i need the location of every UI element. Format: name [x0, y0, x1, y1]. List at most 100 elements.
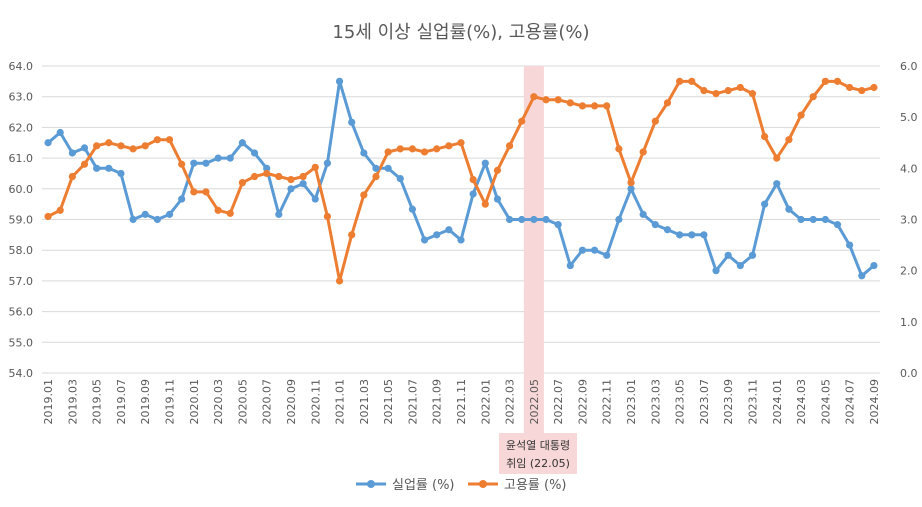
data-point	[688, 77, 696, 85]
data-point	[372, 164, 380, 172]
data-point	[821, 215, 829, 224]
data-point	[311, 195, 319, 203]
data-point	[202, 159, 210, 167]
data-point	[700, 231, 708, 239]
data-point	[80, 160, 89, 168]
x-tick-label: 2019.09	[139, 379, 152, 425]
data-point	[250, 172, 259, 181]
data-point	[384, 148, 392, 156]
chart-title: 15세 이상 실업률(%), 고용률(%)	[332, 22, 589, 43]
data-point	[578, 102, 587, 110]
y-right-tick-label: 2.0	[900, 265, 918, 278]
data-point	[785, 205, 793, 213]
data-point	[263, 164, 271, 172]
data-point	[287, 175, 295, 184]
x-tick-label: 2021.01	[334, 379, 347, 425]
x-tick-label: 2022.11	[601, 379, 614, 425]
data-point	[323, 212, 332, 221]
x-tick-label: 2024.07	[844, 379, 857, 425]
data-point	[530, 93, 538, 101]
annotation: 윤석열 대통령 취임 (22.05)	[499, 433, 577, 474]
data-point	[809, 93, 817, 101]
data-point	[153, 136, 161, 144]
data-point	[141, 210, 149, 218]
data-point	[178, 160, 186, 168]
x-tick-label: 2021.05	[382, 379, 395, 425]
data-point	[603, 251, 611, 259]
y-left-tick-label: 55.0	[9, 336, 34, 349]
data-point	[493, 166, 502, 174]
data-point	[663, 99, 672, 107]
data-point	[469, 175, 477, 184]
data-point	[736, 83, 744, 92]
data-point	[676, 77, 684, 85]
data-point	[250, 149, 259, 157]
data-point	[505, 215, 514, 224]
x-tick-label: 2023.05	[674, 379, 687, 425]
x-tick-label: 2022.05	[528, 379, 541, 425]
data-point	[80, 144, 89, 152]
data-point	[190, 188, 198, 196]
data-point	[214, 154, 222, 162]
data-point	[833, 77, 842, 85]
data-point	[736, 261, 744, 270]
data-point	[226, 154, 234, 162]
data-point	[700, 86, 708, 95]
data-point	[335, 277, 344, 285]
data-point	[663, 226, 672, 234]
data-point	[651, 221, 659, 229]
x-tick-label: 2024.05	[819, 379, 832, 425]
data-point	[44, 139, 52, 147]
data-point	[627, 185, 635, 193]
x-tick-label: 2022.07	[552, 379, 565, 425]
data-point	[93, 164, 101, 172]
data-point	[846, 241, 854, 249]
x-tick-label: 2022.09	[576, 379, 589, 425]
y-left-tick-label: 60.0	[9, 183, 34, 196]
data-point	[773, 154, 781, 162]
data-point	[311, 163, 319, 171]
data-point	[384, 164, 392, 172]
x-tick-label: 2019.03	[66, 379, 79, 425]
data-point	[870, 83, 878, 92]
legend-swatch-marker	[367, 480, 375, 488]
data-point	[263, 169, 271, 178]
data-point	[627, 179, 635, 187]
y-left-tick-label: 63.0	[9, 91, 34, 104]
data-point	[275, 210, 283, 218]
y-axis-left: 64.0 63.0 62.0 61.0 60.0 59.0 58.0 57.0 56.0 55.0…	[9, 60, 34, 380]
data-point	[226, 209, 234, 217]
y-right-tick-label: 1.0	[900, 316, 918, 329]
data-point	[68, 149, 76, 157]
x-tick-label: 2020.03	[212, 379, 225, 425]
data-point	[445, 226, 453, 234]
x-tick-label: 2021.09	[431, 379, 444, 425]
y-right-tick-label: 4.0	[900, 162, 918, 175]
y-left-tick-label: 57.0	[9, 275, 34, 288]
data-point	[238, 179, 246, 187]
data-point	[773, 180, 781, 188]
y-left-tick-label: 58.0	[9, 244, 34, 257]
data-point	[578, 246, 587, 254]
series-markers	[44, 77, 878, 285]
data-point	[360, 149, 368, 157]
x-tick-label: 2019.05	[91, 379, 104, 425]
data-point	[360, 191, 368, 199]
data-point	[457, 236, 465, 244]
x-tick-label: 2021.11	[455, 379, 468, 425]
data-point	[165, 210, 174, 218]
gridlines	[42, 65, 880, 374]
data-point	[712, 267, 720, 275]
y-right-tick-label: 0.0	[900, 367, 918, 380]
data-point	[117, 169, 125, 178]
y-left-tick-label: 59.0	[9, 214, 34, 227]
data-point	[433, 145, 441, 153]
data-point	[639, 148, 647, 156]
data-point	[651, 117, 659, 125]
data-point	[214, 206, 222, 214]
data-point	[590, 102, 599, 110]
x-tick-label: 2020.07	[261, 379, 274, 425]
data-point	[372, 172, 380, 181]
y-right-tick-label: 6.0	[900, 60, 918, 73]
data-point	[178, 195, 186, 203]
